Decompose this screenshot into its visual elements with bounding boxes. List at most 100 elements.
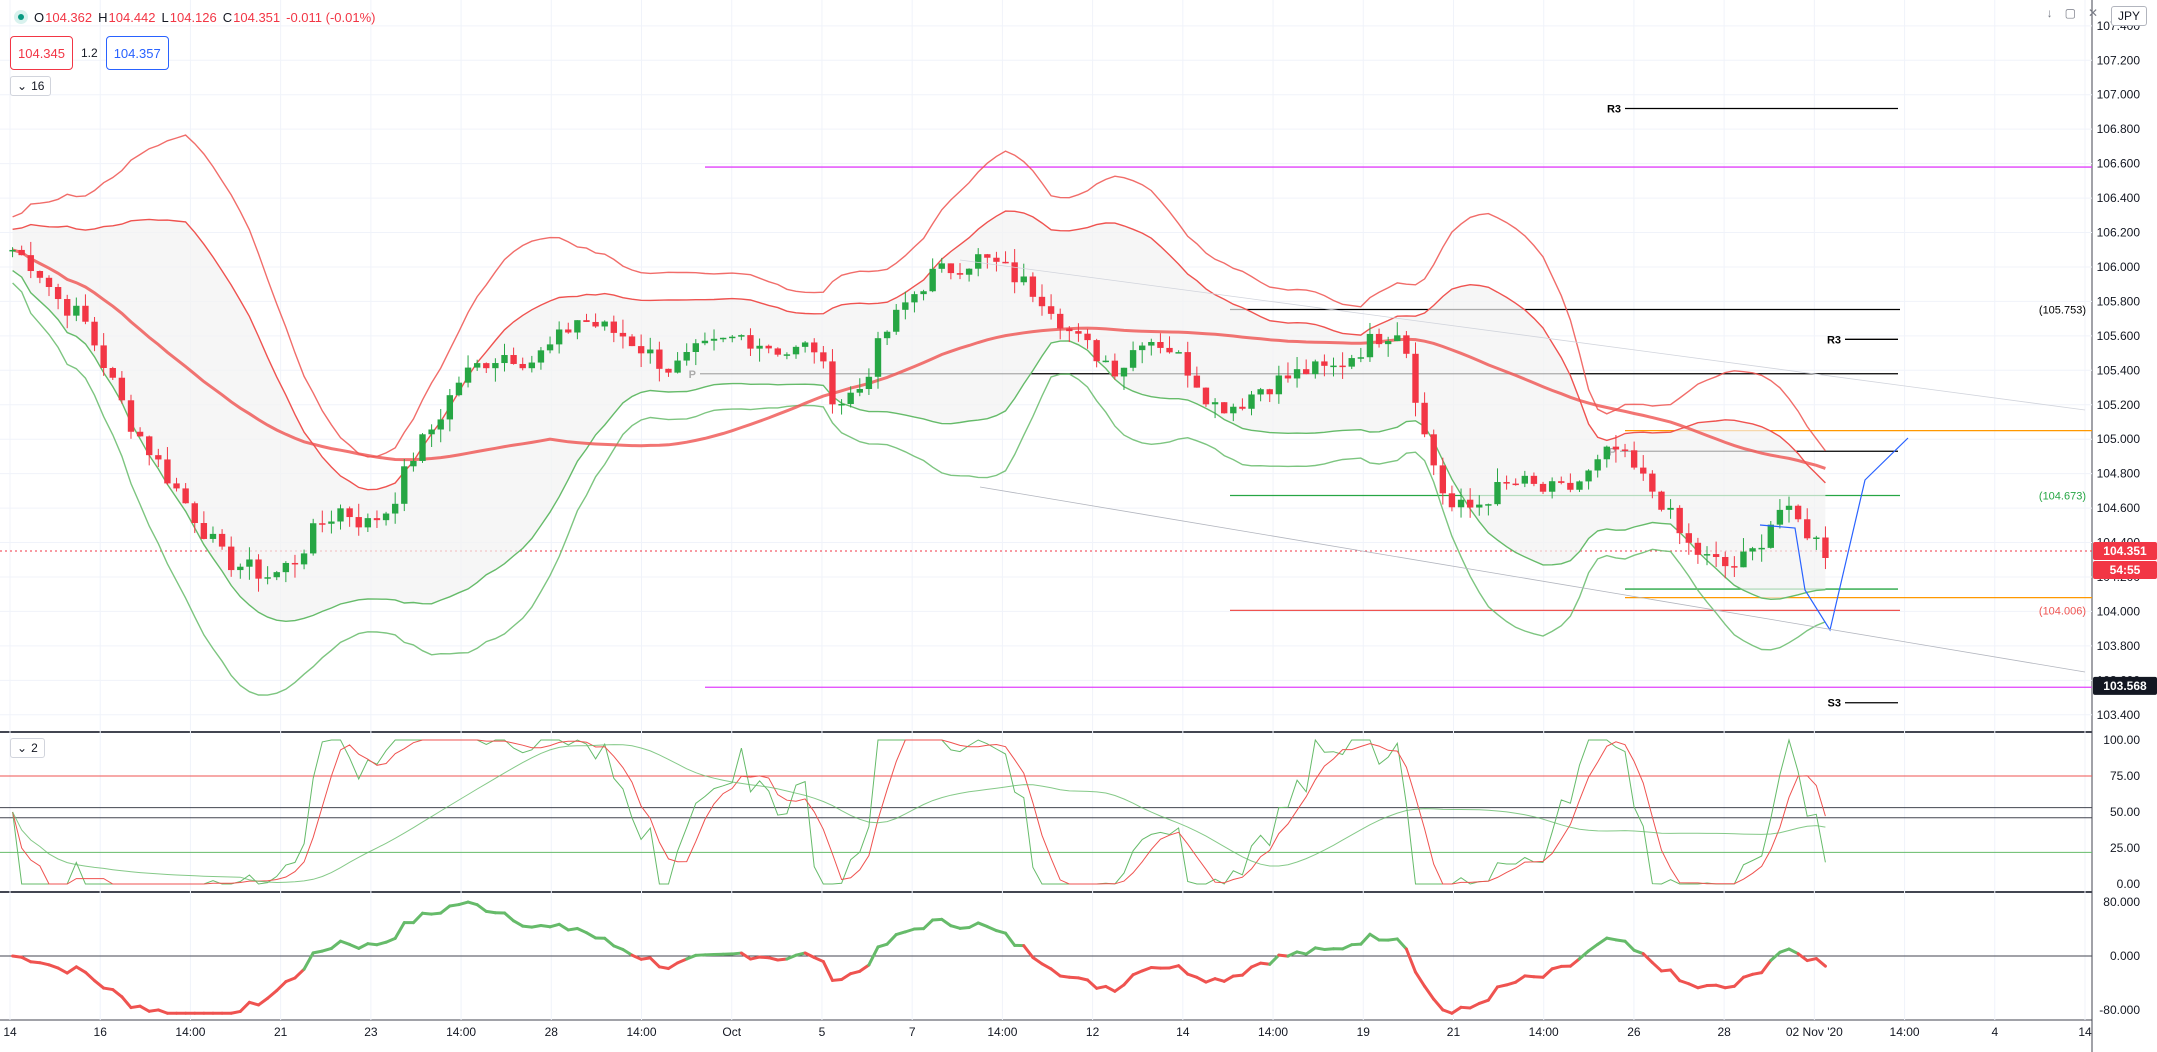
price-tick-label: 106.400 bbox=[2097, 191, 2141, 205]
momentum-segment bbox=[1805, 957, 1818, 963]
candle-body bbox=[583, 320, 590, 322]
momentum-segment bbox=[1177, 964, 1190, 976]
candle-body bbox=[1266, 389, 1273, 395]
oscillator-legend-toggle[interactable]: ⌄ 2 bbox=[10, 738, 45, 758]
candle-body bbox=[965, 268, 973, 275]
momentum-segment bbox=[803, 951, 816, 959]
candle-body bbox=[1184, 352, 1191, 376]
time-tick-label: 4 bbox=[1991, 1025, 1998, 1039]
momentum-segment bbox=[129, 1004, 142, 1010]
candle-body bbox=[674, 360, 681, 373]
momentum-segment bbox=[603, 936, 616, 948]
candle-body bbox=[1576, 481, 1583, 490]
countdown-tag: 54:55 bbox=[2093, 560, 2157, 579]
candle-body bbox=[1139, 345, 1146, 351]
momentum-segment bbox=[29, 960, 42, 965]
candle-body bbox=[1676, 507, 1683, 534]
momentum-segment bbox=[302, 951, 315, 971]
candle-body bbox=[1430, 434, 1437, 466]
momentum-segment bbox=[147, 1008, 160, 1013]
price-axis[interactable]: 107.400107.200107.000106.800106.600106.4… bbox=[2093, 19, 2157, 1017]
candle-body bbox=[1412, 353, 1419, 403]
candle-body bbox=[555, 329, 563, 345]
time-tick-label: 5 bbox=[819, 1025, 826, 1039]
candle-body bbox=[473, 363, 481, 368]
momentum-segment bbox=[1450, 1005, 1463, 1015]
momentum-segment bbox=[1741, 972, 1755, 979]
momentum-segment bbox=[1168, 964, 1181, 970]
candle-body bbox=[592, 321, 599, 327]
currency-label[interactable]: JPY bbox=[2110, 6, 2147, 26]
candle-body bbox=[1220, 402, 1228, 414]
sell-price-button[interactable]: 104.345 bbox=[10, 36, 73, 70]
candle-body bbox=[883, 331, 891, 339]
momentum-segment bbox=[666, 961, 680, 971]
candle-body bbox=[1348, 358, 1355, 367]
momentum-segment bbox=[1732, 975, 1745, 988]
svg-text:104.351: 104.351 bbox=[2103, 544, 2147, 558]
fullscreen-icon[interactable]: ▢ bbox=[2064, 6, 2076, 20]
momentum-segment bbox=[1095, 984, 1108, 990]
momentum-segment bbox=[1113, 983, 1126, 993]
candle-body bbox=[1403, 335, 1410, 354]
candle-body bbox=[1439, 465, 1447, 494]
momentum-segment bbox=[439, 904, 452, 915]
momentum-segment bbox=[1086, 978, 1099, 990]
candle-body bbox=[1794, 505, 1802, 520]
momentum-segment bbox=[421, 911, 434, 916]
candle-body bbox=[1485, 504, 1492, 506]
buy-price-button[interactable]: 104.357 bbox=[105, 36, 169, 70]
momentum-segment bbox=[1568, 957, 1581, 968]
indicators-legend-toggle[interactable]: ⌄ 16 bbox=[10, 76, 52, 96]
momentum-segment bbox=[849, 969, 862, 976]
candle-body bbox=[428, 429, 435, 435]
momentum-segment bbox=[967, 921, 980, 930]
candle-body bbox=[100, 345, 107, 369]
candle-body bbox=[1785, 505, 1793, 510]
candle-body bbox=[975, 254, 982, 269]
time-tick-label: 14:00 bbox=[987, 1025, 1017, 1039]
momentum-segment bbox=[275, 980, 288, 993]
momentum-segment bbox=[1541, 967, 1554, 979]
arrow-down-icon[interactable]: ↓ bbox=[2046, 6, 2053, 20]
channel-upper bbox=[959, 259, 2086, 411]
candle-body bbox=[774, 348, 781, 355]
candle-body bbox=[1603, 446, 1610, 460]
close-icon[interactable]: ✕ bbox=[2087, 6, 2098, 20]
candle-body bbox=[1466, 499, 1474, 508]
open-label: O bbox=[34, 9, 45, 25]
momentum-segment bbox=[676, 957, 689, 965]
momentum-segment bbox=[430, 911, 443, 916]
candle-body bbox=[519, 363, 526, 369]
time-tick-label: 14:00 bbox=[1258, 1025, 1288, 1039]
momentum-segment bbox=[1769, 950, 1782, 962]
candle-body bbox=[1038, 296, 1046, 307]
candle-body bbox=[865, 376, 873, 390]
momentum-segment bbox=[739, 951, 752, 961]
candle-body bbox=[1558, 481, 1565, 483]
momentum-segment bbox=[393, 921, 406, 940]
candle-body bbox=[200, 523, 208, 539]
time-axis[interactable]: 14 16 14:00 21 23 14:00 28 14:00 Oct 5 7 14:00 12 14 1… bbox=[3, 1025, 2092, 1039]
candle-body bbox=[546, 344, 554, 351]
momentum-segment bbox=[612, 944, 625, 952]
candle-body bbox=[756, 345, 763, 349]
momentum-segment bbox=[1605, 936, 1618, 942]
momentum-segment bbox=[138, 1004, 151, 1013]
momentum-segment bbox=[156, 1008, 169, 1015]
oscillator-panes bbox=[0, 738, 2092, 1015]
momentum-segment bbox=[1140, 966, 1153, 973]
time-tick-label: 7 bbox=[909, 1025, 916, 1039]
time-tick-label: 02 Nov '20 bbox=[1786, 1025, 1843, 1039]
momentum-segment bbox=[1404, 947, 1417, 974]
price-tick-label: 103.400 bbox=[2097, 708, 2141, 722]
candle-body bbox=[228, 546, 235, 571]
momentum-segment bbox=[1131, 969, 1144, 977]
momentum-segment bbox=[1751, 971, 1764, 976]
candle-body bbox=[364, 518, 372, 528]
momentum-segment bbox=[1678, 979, 1691, 986]
candle-body bbox=[45, 277, 53, 288]
time-tick-label: 14:00 bbox=[1529, 1025, 1559, 1039]
momentum-segment bbox=[311, 949, 324, 955]
